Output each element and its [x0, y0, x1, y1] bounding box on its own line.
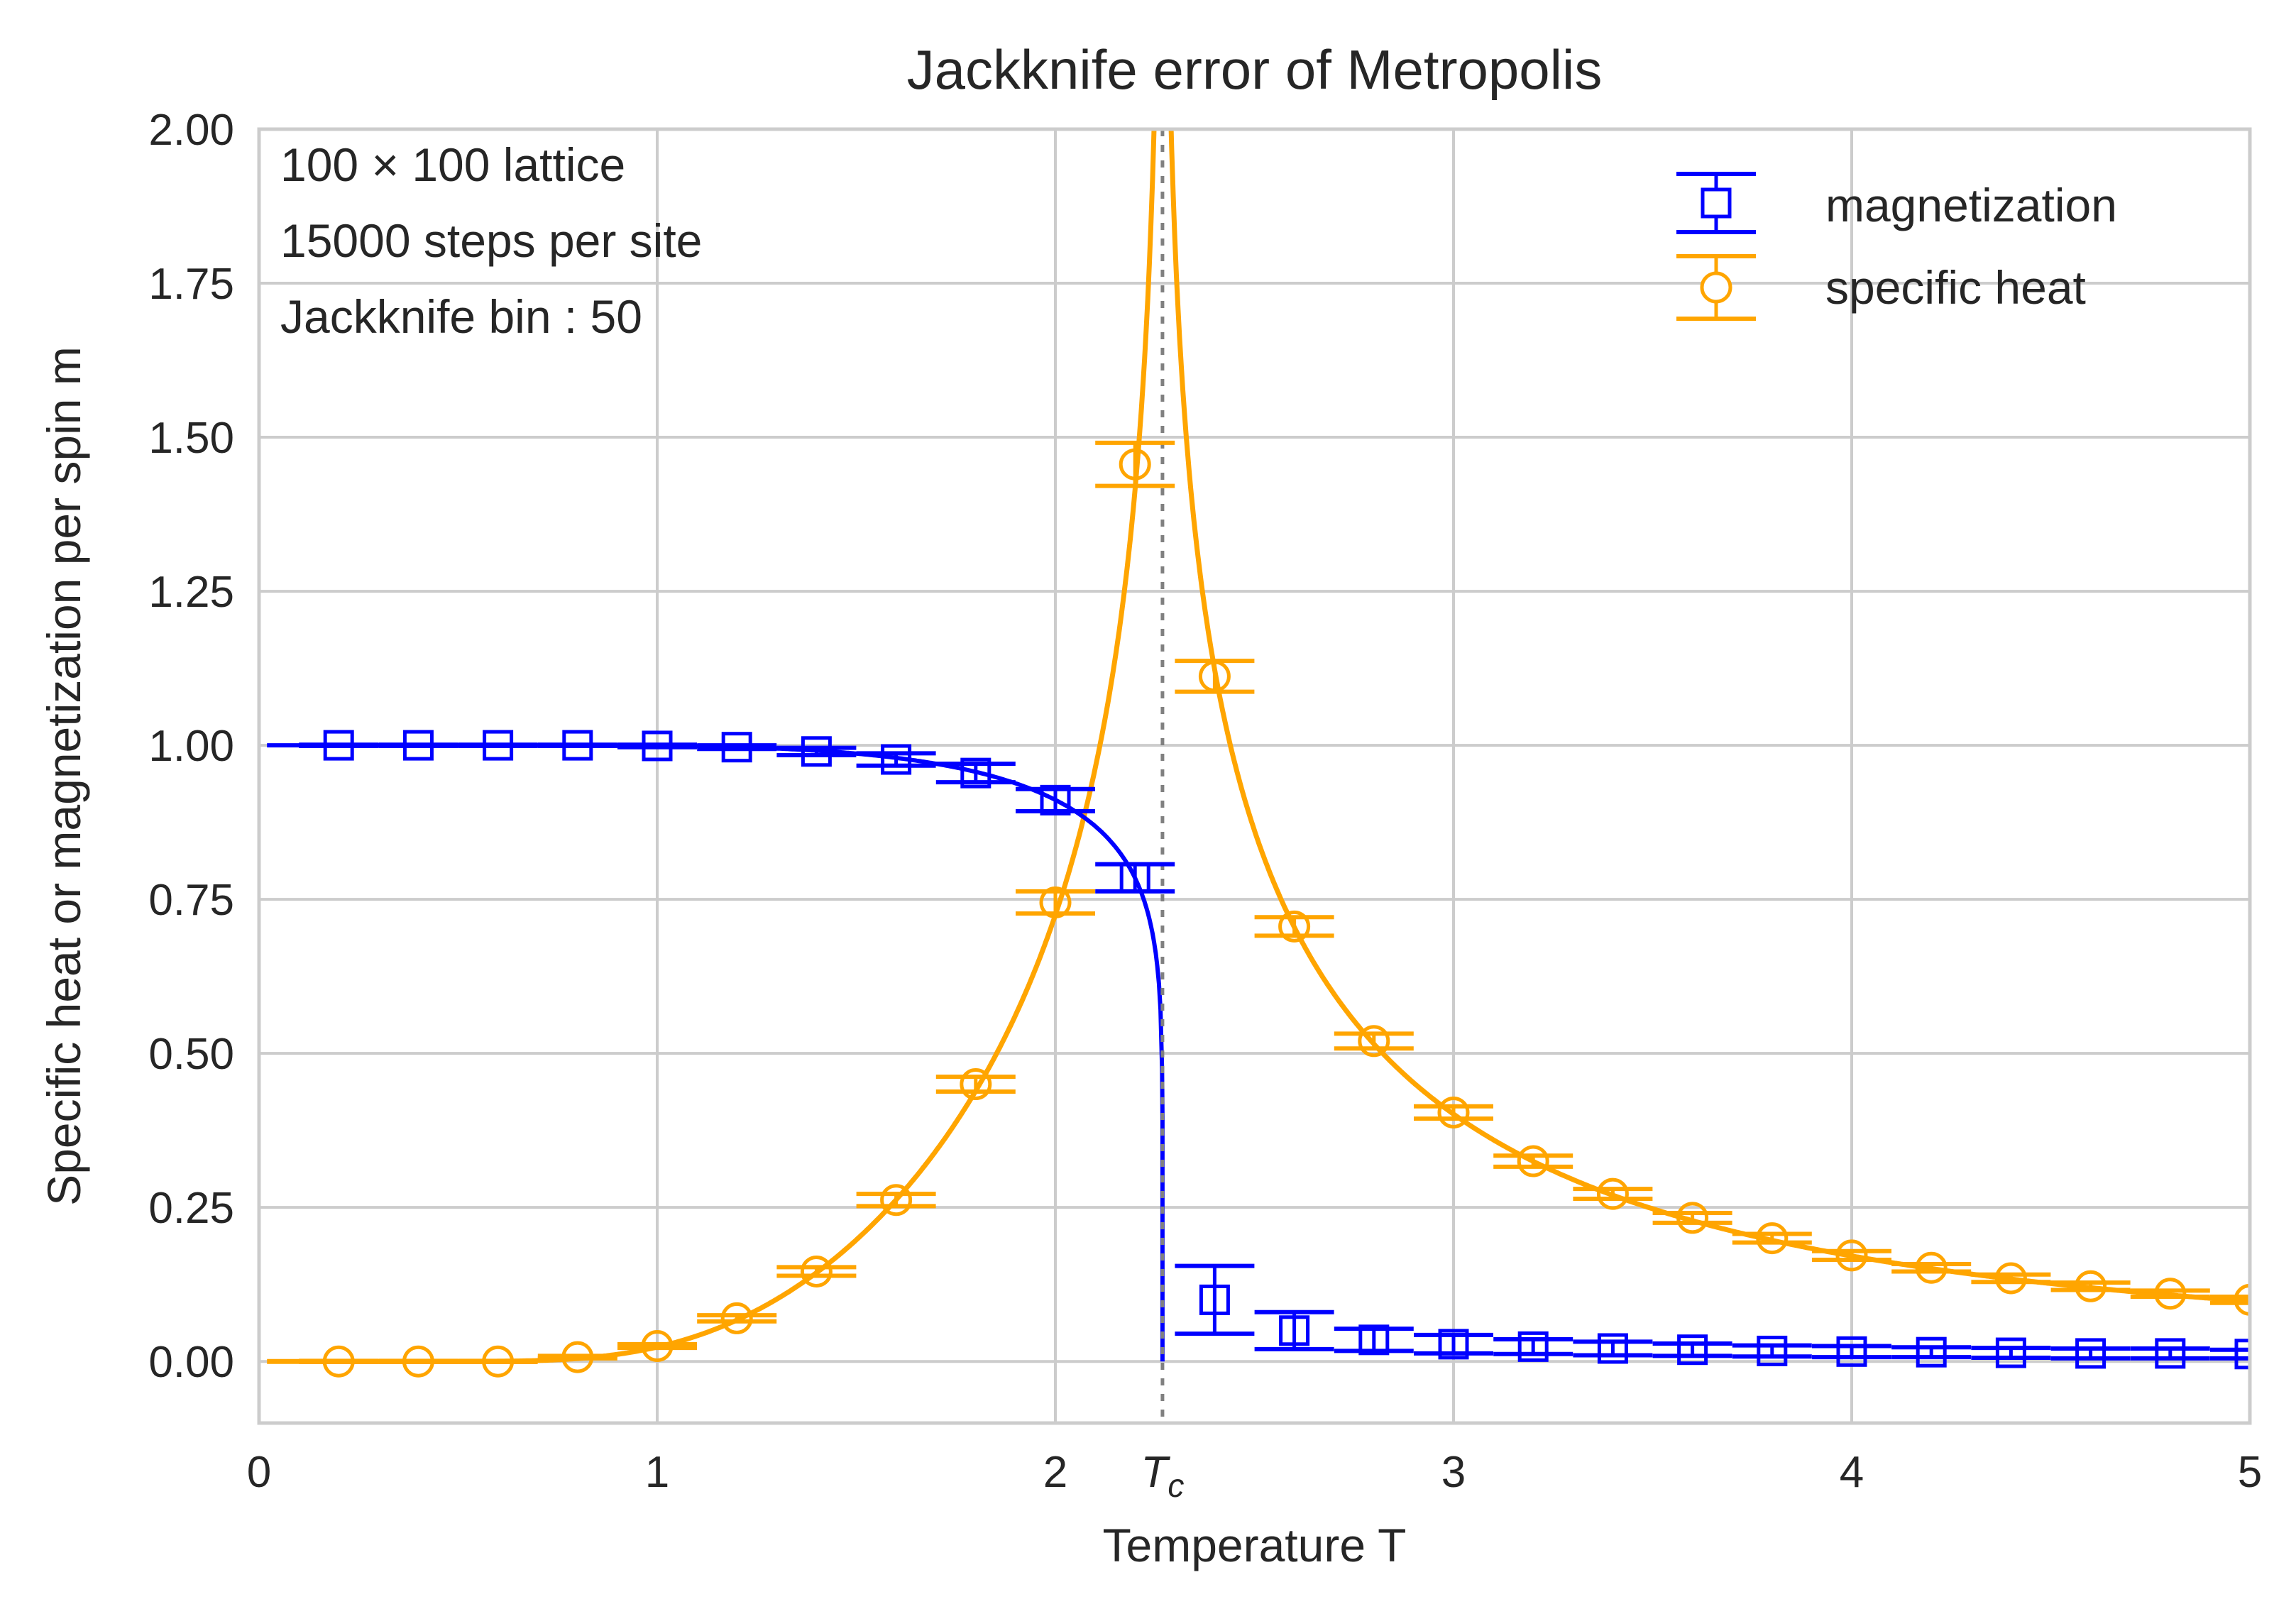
data-point-square	[1995, 1337, 2026, 1368]
data-point-circle	[1119, 448, 1151, 480]
data-point-square	[1517, 1331, 1549, 1362]
axes-frame	[257, 127, 2252, 1425]
x-axis-label: Temperature T	[1103, 1519, 1407, 1571]
plot-area	[267, 129, 2250, 1423]
annotation-lattice: 100 × 100 lattice	[280, 138, 625, 191]
x-tick-label: 2	[1043, 1448, 1067, 1497]
data-point-circle	[482, 1345, 515, 1378]
data-point-circle	[641, 1329, 674, 1362]
data-point-circle	[1596, 1177, 1629, 1210]
tick-labels: 0 1 2 Tc 3 4 5 0.00 0.25 0.50 0.75 1.00 1.25 1.50 1.75…	[148, 106, 2262, 1504]
data-point-square	[562, 730, 593, 761]
data-point-square	[1279, 1315, 1310, 1346]
y-tick-label: 1.25	[148, 568, 234, 617]
data-point-square	[2234, 1339, 2250, 1370]
axes-border	[257, 127, 2252, 1425]
data-point-square	[323, 730, 354, 761]
x-tick-label: 3	[1441, 1448, 1466, 1497]
data-point-square	[881, 744, 912, 775]
data-point-circle	[1039, 886, 1072, 918]
data-point-circle	[1756, 1222, 1789, 1255]
data-point-square	[1597, 1333, 1628, 1364]
data-point-circle	[2154, 1278, 2187, 1310]
data-point-square	[1438, 1329, 1469, 1360]
data-point-circle	[880, 1184, 913, 1217]
data-point-square	[483, 730, 514, 761]
data-point-square	[1836, 1336, 1867, 1367]
legend: magnetization specific heat	[1676, 172, 2117, 321]
annotation-steps: 15000 steps per site	[280, 214, 702, 267]
data-point-circle	[1278, 910, 1311, 943]
data-point-square	[1916, 1336, 1947, 1368]
data-point-circle	[402, 1345, 434, 1378]
x-tick-label: 0	[247, 1448, 271, 1497]
y-tick-label: 1.00	[148, 722, 234, 771]
data-point-circle	[1915, 1251, 1948, 1284]
data-point-square	[2075, 1338, 2107, 1369]
data-point-square	[1199, 1284, 1230, 1315]
data-point-circle	[1437, 1096, 1470, 1129]
x-tick-label: 5	[2238, 1448, 2262, 1497]
tc-subscript: c	[1168, 1467, 1184, 1504]
data-point-circle	[561, 1341, 594, 1373]
tc-symbol: T	[1141, 1448, 1170, 1497]
data-point-circle	[800, 1255, 833, 1287]
x-tick-label: 1	[645, 1448, 669, 1497]
data-point-circle	[2075, 1270, 2107, 1302]
annotation-bin: Jackknife bin : 50	[280, 290, 642, 343]
data-point-circle	[1358, 1025, 1390, 1058]
data-point-square	[721, 732, 752, 763]
legend-label-specific-heat: specific heat	[1825, 261, 2086, 314]
data-point-square	[1040, 784, 1071, 816]
magnetization-series	[299, 730, 2250, 1370]
data-point-square	[642, 730, 673, 762]
data-point-square	[402, 730, 434, 761]
data-point-square	[801, 736, 832, 767]
legend-entry-magnetization	[1676, 172, 1756, 234]
y-tick-label: 0.00	[148, 1338, 234, 1387]
chart-title: Jackknife error of Metropolis	[907, 38, 1603, 101]
y-tick-label: 1.75	[148, 260, 234, 309]
data-point-circle	[720, 1302, 753, 1334]
data-point-square	[1757, 1335, 1788, 1366]
x-tick-label-tc: Tc	[1141, 1448, 1184, 1504]
data-point-square	[1119, 862, 1150, 894]
legend-entry-specific-heat	[1676, 254, 1756, 321]
data-point-square	[1358, 1324, 1390, 1356]
y-tick-label: 0.50	[148, 1030, 234, 1079]
data-point-square	[2155, 1338, 2186, 1369]
data-point-circle	[1198, 660, 1231, 693]
data-point-circle	[1835, 1239, 1868, 1272]
legend-label-magnetization: magnetization	[1825, 179, 2117, 231]
legend-square-marker	[1701, 187, 1732, 219]
y-tick-label: 0.75	[148, 876, 234, 925]
data-point-circle	[1994, 1262, 2027, 1295]
data-point-circle	[2234, 1283, 2250, 1316]
data-point-circle	[1517, 1145, 1549, 1177]
data-point-circle	[322, 1345, 355, 1378]
y-tick-label: 2.00	[148, 106, 234, 155]
y-axis-label: Specific heat or magnetization per spin …	[38, 346, 90, 1206]
data-point-square	[1677, 1334, 1708, 1366]
data-point-circle	[960, 1068, 992, 1101]
data-point-circle	[1676, 1202, 1709, 1234]
data-point-square	[960, 757, 992, 789]
legend-circle-marker	[1700, 271, 1732, 304]
x-tick-label: 4	[1840, 1448, 1864, 1497]
y-tick-label: 1.50	[148, 414, 234, 463]
annotation-block: 100 × 100 lattice 15000 steps per site J…	[280, 138, 702, 343]
specific-heat-series	[299, 440, 2250, 1378]
y-tick-label: 0.25	[148, 1184, 234, 1233]
